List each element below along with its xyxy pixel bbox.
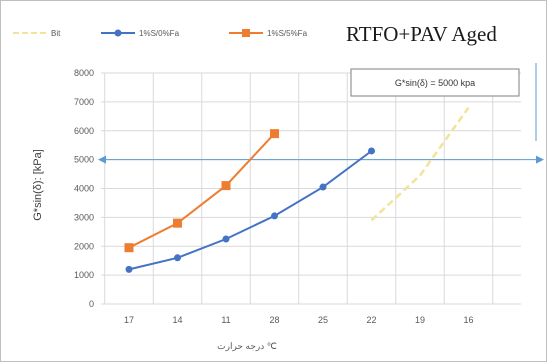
x-tick-label: 19: [415, 315, 425, 325]
legend-label: 1%S/5%Fa: [267, 29, 308, 38]
series-line: [128, 150, 373, 271]
y-tick-label: 7000: [74, 97, 94, 107]
data-point: [124, 243, 134, 253]
data-point: [319, 183, 327, 191]
x-tick-label: 16: [463, 315, 473, 325]
grid-lines: [101, 72, 521, 305]
x-tick-label: 11: [221, 315, 230, 325]
reference-arrow-left: [98, 155, 106, 164]
data-point: [174, 254, 181, 262]
x-tick-labels: 17 14 11 28 25 22 19 16: [124, 315, 474, 325]
y-tick-label: 3000: [74, 212, 94, 222]
y-tick-label: 2000: [74, 241, 94, 251]
x-tick-label: 28: [269, 315, 279, 325]
data-point: [271, 212, 278, 220]
data-point: [125, 265, 133, 273]
data-point: [270, 129, 279, 139]
y-tick-label: 6000: [74, 126, 94, 136]
series-line: [128, 132, 276, 249]
series-group: [124, 106, 470, 273]
annotation-box: [350, 68, 520, 97]
y-tick-label: 1000: [74, 270, 94, 280]
x-tick-label: 25: [318, 315, 328, 325]
legend: Bit 1%S/0%Fa 1%S/5%Fa: [13, 29, 308, 38]
data-point: [222, 235, 230, 243]
y-tick-labels: 0 1000 2000 3000 4000 5000 6000 7000 8000: [74, 68, 94, 309]
legend-marker: [114, 29, 122, 37]
reference-arrow-right: [536, 155, 544, 164]
y-tick-label: 4000: [74, 184, 94, 194]
y-tick-label: 8000: [74, 68, 94, 78]
data-point: [221, 181, 231, 191]
annotation-text: G*sin(δ) = 5000 kpa: [395, 78, 475, 88]
x-tick-label: 17: [124, 315, 134, 325]
x-axis-label: درجه حرارت ℃: [217, 341, 277, 352]
y-axis-label: G*sin(δ): [kPa]: [32, 149, 44, 221]
y-tick-label: 5000: [74, 155, 94, 165]
x-tick-label: 14: [172, 315, 182, 325]
x-tick-label: 22: [366, 315, 376, 325]
data-point: [173, 218, 182, 228]
reference-line-group: [98, 63, 544, 164]
legend-label: 1%S/0%Fa: [139, 29, 180, 38]
legend-label: Bit: [51, 29, 61, 38]
series-line: [370, 106, 470, 222]
data-point: [368, 147, 375, 155]
legend-marker: [242, 29, 250, 37]
y-tick-label: 0: [89, 299, 94, 309]
chart-title: RTFO+PAV Aged: [346, 22, 497, 46]
